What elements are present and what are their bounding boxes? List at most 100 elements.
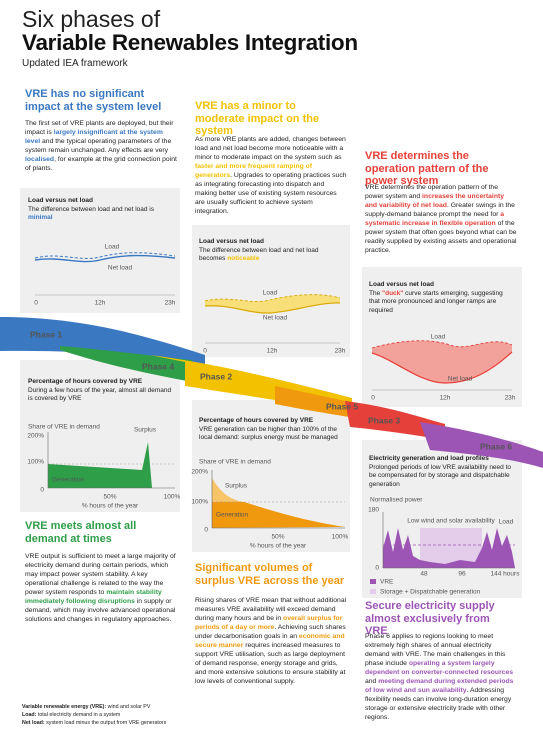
panel xyxy=(362,440,522,598)
phase-body: The first set of VRE plants are deployed… xyxy=(25,120,177,174)
chart-label: Net load xyxy=(448,376,473,383)
chart-label: 50% xyxy=(103,494,116,501)
footnote-term: Load: xyxy=(22,711,37,718)
text: . Greater swings in the supply-demand ba… xyxy=(365,201,515,218)
net-load-line xyxy=(371,351,513,384)
text: The first set of VRE plants are deployed… xyxy=(25,120,174,136)
highlight: largely insignificant at the system leve… xyxy=(25,128,163,145)
chart-label: % hours of the year xyxy=(82,503,139,510)
phase-label: Phase 4 xyxy=(142,361,174,371)
footnote: Net load: system load minus the output f… xyxy=(22,720,192,728)
chart-label: 180 xyxy=(368,507,379,514)
text: VRE determines the operation pattern of … xyxy=(365,184,498,200)
chart-label: Normalised power xyxy=(370,497,423,504)
panel-title: Load versus net load xyxy=(199,238,265,245)
footnote: Load: total electricity demand in a syst… xyxy=(22,712,192,720)
legend-swatch xyxy=(370,579,376,584)
highlight: noticeable xyxy=(227,255,260,263)
footnote-text: total electricity demand in a system xyxy=(36,711,121,718)
panel-title: Load versus net load xyxy=(369,281,435,288)
text: Prolonged periods of low VRE availabilit… xyxy=(369,464,512,488)
text: VRE generation can be higher than 100% o… xyxy=(199,426,338,442)
chart-label: 96 xyxy=(458,571,466,578)
highlight: economic and secure manner xyxy=(195,632,345,649)
text: . Addressing flexibility needs can invol… xyxy=(365,686,512,721)
phase-label: Phase 5 xyxy=(326,401,358,411)
chart-label: 100% xyxy=(191,499,208,506)
footnote-term: Variable renewable energy (VRE): xyxy=(22,704,107,710)
chart-label: Generation xyxy=(216,512,249,519)
net-load-line xyxy=(204,302,341,314)
subtitle: Updated IEA framework xyxy=(22,58,128,69)
ribbon-phase-3 xyxy=(345,401,445,440)
text: . Achieving such shares under decarbonis… xyxy=(195,623,346,640)
footnote-term: Net load: xyxy=(22,719,45,726)
text: and xyxy=(365,677,379,685)
phase-label: Phase 3 xyxy=(368,415,400,425)
text: , for example at the grid connection poi… xyxy=(25,155,177,172)
panel xyxy=(20,188,180,313)
text: The difference between load and net load… xyxy=(199,247,319,263)
panel-description: The difference between load and net load… xyxy=(199,247,345,264)
chart-label: Load xyxy=(263,290,278,297)
chart-label: 0 xyxy=(375,565,379,572)
load-line xyxy=(204,294,341,302)
chart-label: 0 xyxy=(34,300,38,307)
chart-label: Load xyxy=(431,334,446,341)
chart-label: 200% xyxy=(27,433,44,440)
load-line xyxy=(371,340,513,349)
chart-label: Share of VRE in demand xyxy=(28,424,100,431)
footnotes: Variable renewable energy (VRE): wind an… xyxy=(22,704,192,728)
chart-label: 0 xyxy=(203,348,207,355)
text: The xyxy=(369,290,383,297)
chart-label: Net load xyxy=(263,315,288,322)
chart-label: 23h xyxy=(505,395,516,402)
phase-heading: VRE determines the operation pattern of … xyxy=(365,150,489,188)
panel-description: Prolonged periods of low VRE availabilit… xyxy=(369,464,515,489)
panel-description: VRE generation can be higher than 100% o… xyxy=(199,426,345,443)
phase-label: Phase 2 xyxy=(200,371,232,381)
chart-label: Surplus xyxy=(134,427,157,434)
chart-label: Load xyxy=(105,244,120,251)
text: The difference between load and net load… xyxy=(28,206,154,213)
chart-label: Share of VRE in demand xyxy=(199,459,271,466)
ribbon-phase-5 xyxy=(275,386,356,418)
chart-label: 100% xyxy=(27,459,44,466)
chart-label: 12h xyxy=(267,348,278,355)
phase-heading: Secure electricity supply almost exclusi… xyxy=(365,600,495,638)
phase-heading: VRE has no significant impact at the sys… xyxy=(25,88,162,113)
text: VRE output is sufficient to meet a large… xyxy=(25,553,176,596)
chart-label: Generation xyxy=(52,477,85,484)
legend-swatch xyxy=(370,589,376,594)
panel-description: The difference between load and net load… xyxy=(28,206,174,223)
ribbon-phase-4 xyxy=(60,346,192,382)
storage-area xyxy=(420,528,482,568)
chart-label: 100% xyxy=(164,494,181,501)
phase-heading: Significant volumes of surplus VRE acros… xyxy=(195,562,345,587)
load-line xyxy=(34,252,176,259)
chart-label: Surplus xyxy=(225,483,248,490)
panel-description: The "duck" curve starts emerging, sugges… xyxy=(369,290,515,315)
chart-label: VRE xyxy=(380,579,394,586)
text: . Upgrades to operating practices such a… xyxy=(195,171,347,215)
generation-area xyxy=(212,502,345,528)
ribbon-phase-1 xyxy=(0,317,205,366)
chart-label: Storage + Dispatchable generation xyxy=(380,589,481,596)
phase-label: Phase 1 xyxy=(30,329,62,339)
text: and the typical operating parameters of … xyxy=(25,137,172,154)
chart-label: 12h xyxy=(440,395,451,402)
chart-label: 12h xyxy=(95,300,106,307)
chart-label: 23h xyxy=(335,348,346,355)
chart-label: Low wind and solar availability xyxy=(407,518,495,525)
text: During a few hours of the year, almost a… xyxy=(28,387,172,403)
highlight: meeting demand during extended periods o… xyxy=(365,677,514,694)
phase-body: VRE output is sufficient to meet a large… xyxy=(25,553,177,625)
difference-area xyxy=(372,340,512,384)
footnote-text: system load minus the output from VRE ge… xyxy=(44,719,167,726)
phase-body: VRE determines the operation pattern of … xyxy=(365,184,517,256)
chart-label: 0 xyxy=(204,527,208,534)
panel-description: During a few hours of the year, almost a… xyxy=(28,387,174,404)
phase-heading: VRE has a minor to moderate impact on th… xyxy=(195,100,320,138)
